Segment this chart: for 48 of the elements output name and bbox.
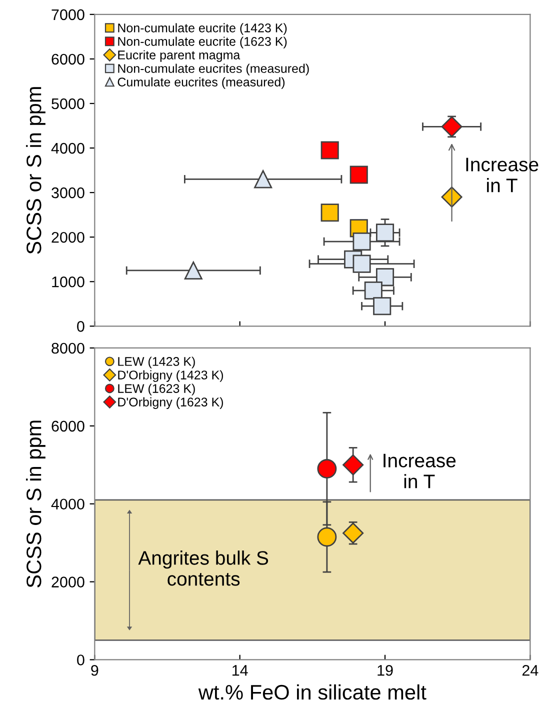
legend-label: Non-cumulate eucrite (1423 K) — [118, 23, 287, 35]
y-tick-label: 4000 — [51, 142, 84, 154]
x-tick-label: 24 — [522, 664, 538, 676]
legend-label: Eucrite parent magma — [118, 50, 240, 62]
x-tick-label: 19 — [378, 664, 393, 676]
y-tick-label: 1000 — [52, 276, 84, 288]
point — [441, 116, 462, 138]
y-tick-label: 4000 — [51, 498, 84, 510]
annotation: Increase in T — [384, 454, 456, 488]
point — [364, 282, 382, 300]
y-tick-label: 0 — [77, 654, 84, 666]
x-tick-label: 9 — [91, 664, 98, 676]
legend-label: D'Orbigny (1423 K) — [118, 370, 223, 382]
point — [254, 170, 272, 188]
y-tick-label: 8000 — [52, 342, 84, 354]
y-tick-label: 0 — [77, 321, 84, 332]
y-tick-label: 3000 — [52, 187, 84, 198]
point — [184, 261, 202, 280]
legend-label: LEW (1423 K) — [118, 356, 195, 368]
y-tick-label: 6000 — [52, 54, 84, 65]
point — [317, 459, 337, 478]
point — [376, 224, 394, 242]
legend-label: D'Orbigny (1623 K) — [118, 397, 223, 409]
y-axis-title: SCSS or S in ppm — [26, 87, 46, 254]
point — [317, 527, 337, 547]
band-label: Angrites bulk S contents — [138, 550, 268, 586]
y-axis-title: SCSS or S in ppm — [26, 420, 46, 588]
point — [320, 141, 339, 160]
point — [350, 166, 368, 184]
legend-label: Non-cumulate eucrites (measured) — [118, 64, 309, 76]
annotation: Increase in T — [466, 158, 538, 192]
point — [352, 232, 371, 251]
y-tick-label: 7000 — [52, 9, 84, 20]
point — [352, 254, 371, 273]
legend-label: Cumulate eucrites (measured) — [118, 77, 285, 89]
y-tick-label: 2000 — [52, 576, 84, 588]
point — [376, 268, 394, 286]
legend-label: Non-cumulate eucrite (1623 K) — [118, 36, 287, 48]
y-tick-label: 6000 — [52, 420, 84, 432]
point — [320, 204, 339, 222]
y-tick-label: 5000 — [52, 98, 84, 110]
y-tick-label: 2000 — [52, 232, 84, 243]
x-tick-label: 14 — [232, 665, 248, 676]
x-axis-title: wt.% FeO in silicate melt — [198, 684, 426, 700]
legend-label: LEW (1623 K) — [118, 384, 195, 396]
point — [342, 454, 364, 476]
point — [373, 297, 392, 316]
point — [342, 522, 364, 544]
